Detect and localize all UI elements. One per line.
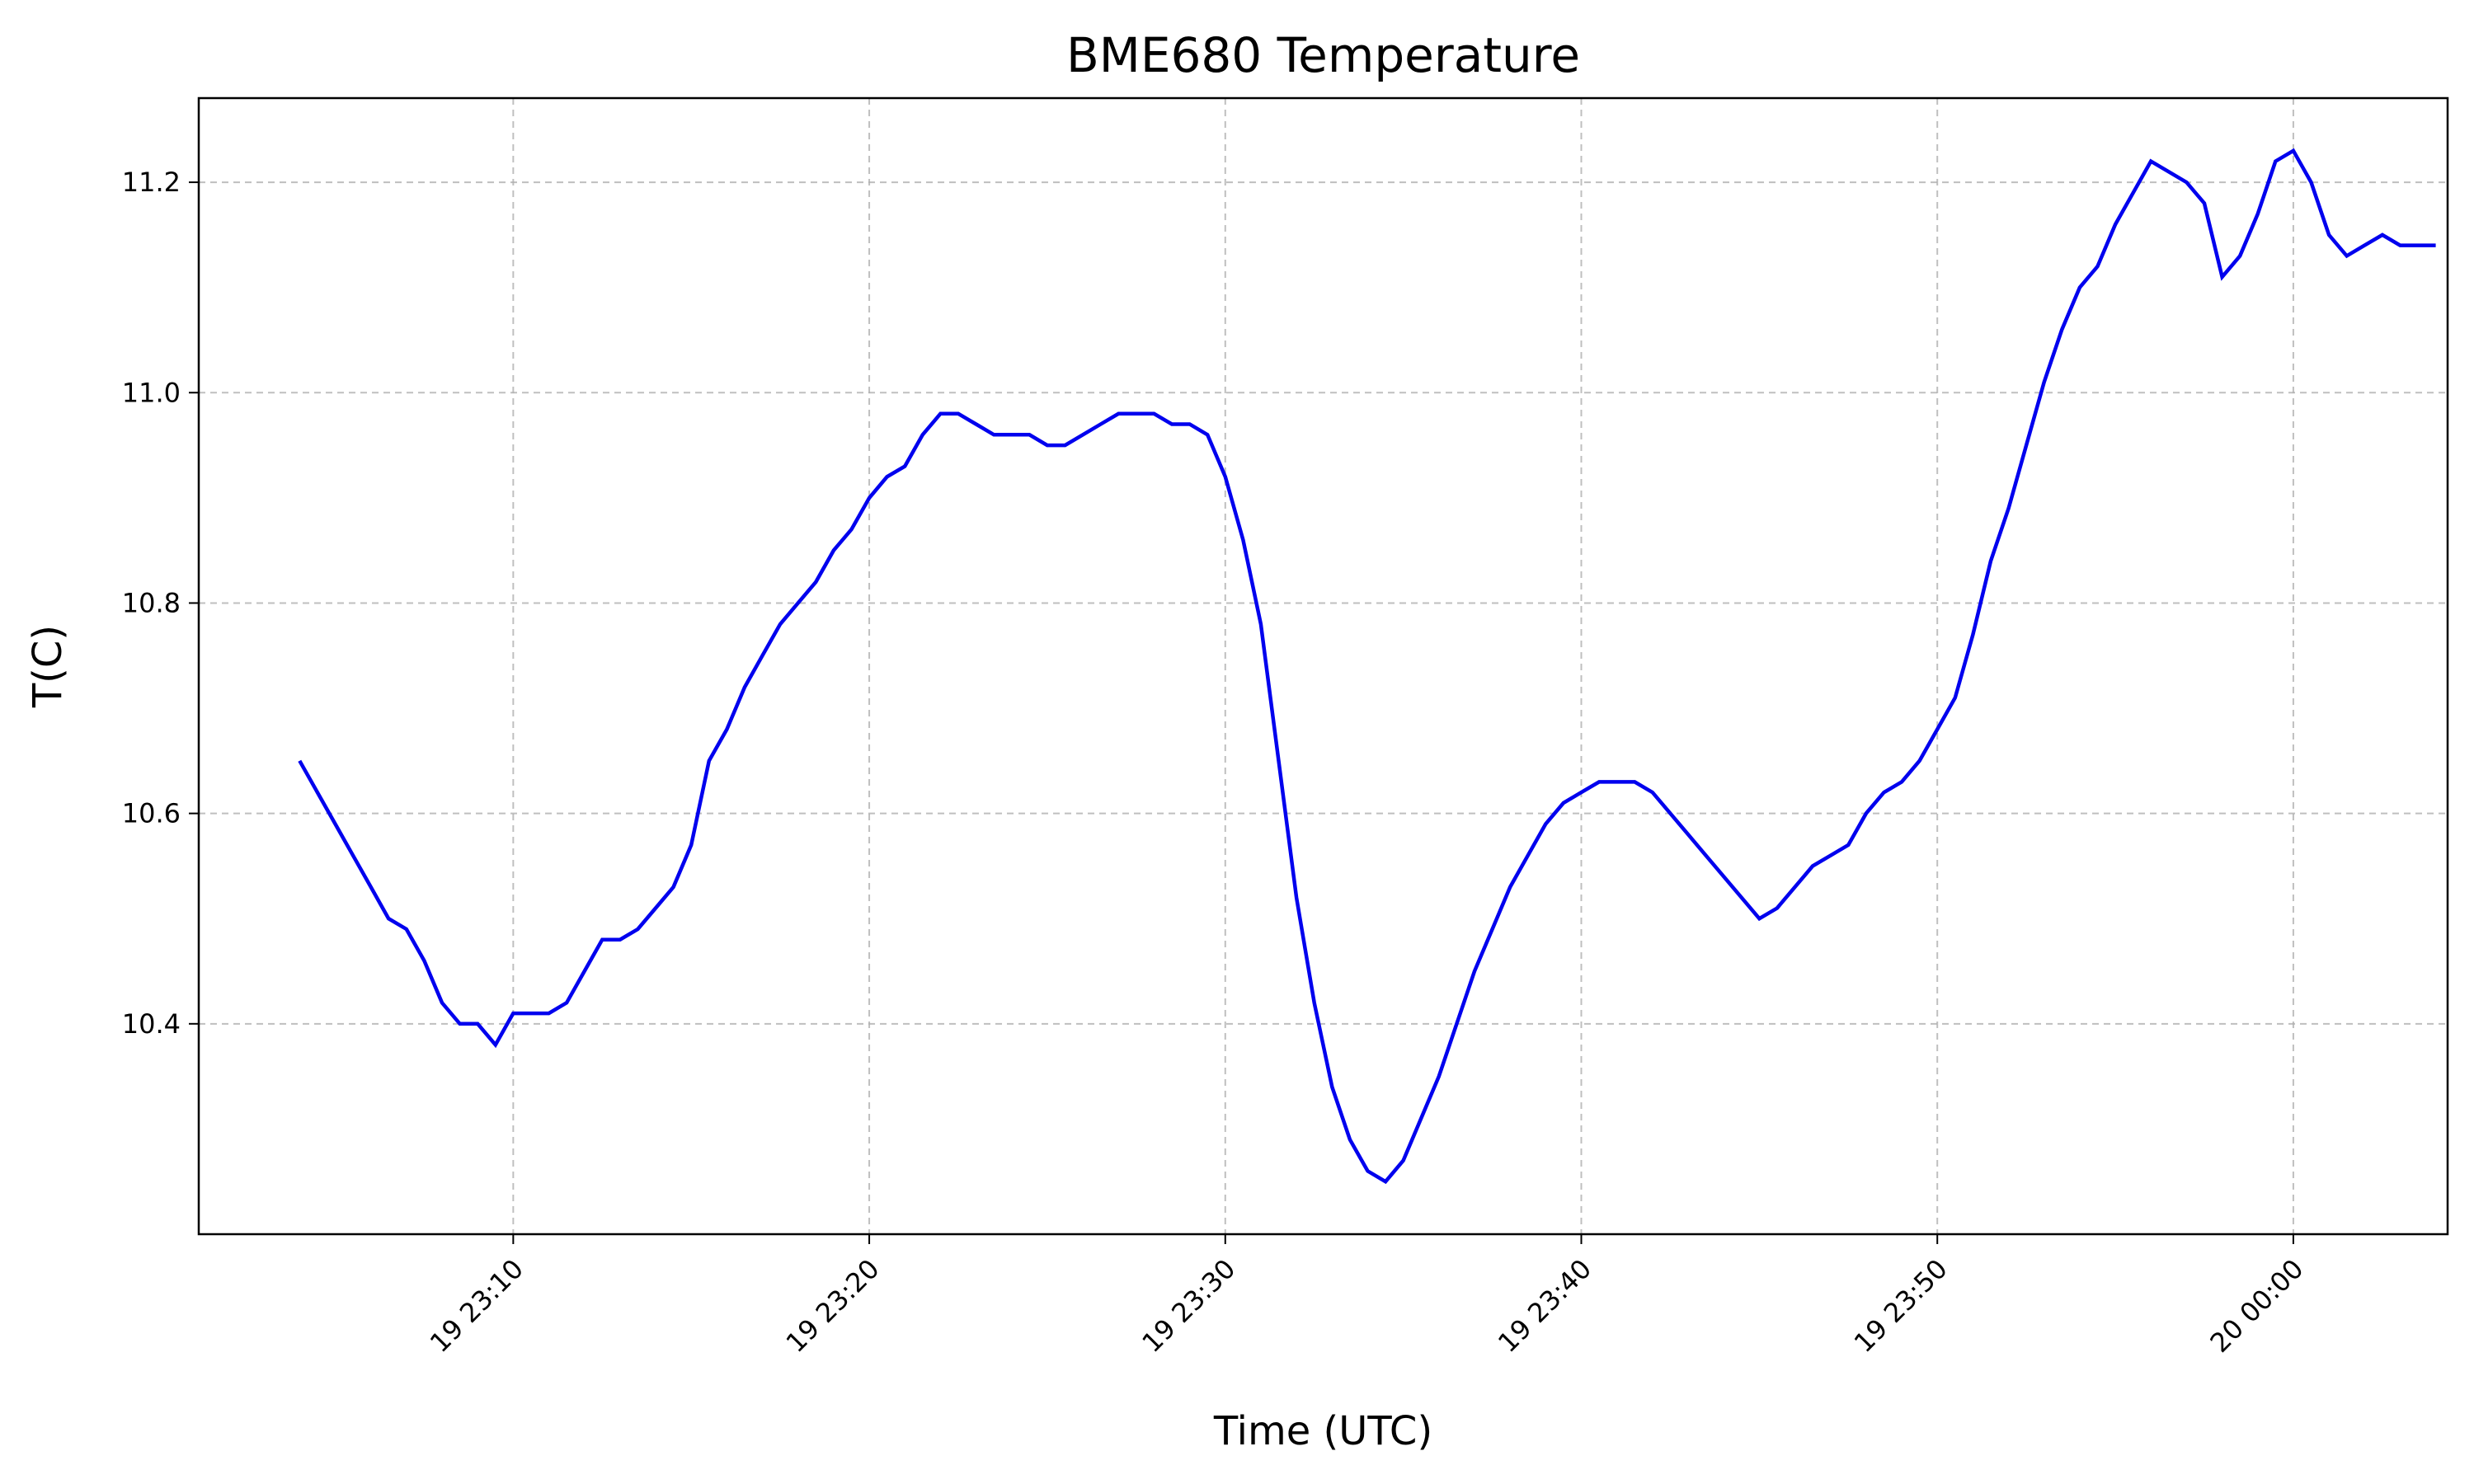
grid — [199, 98, 2448, 1234]
y-tick-label: 10.8 — [122, 587, 181, 618]
y-tick-label: 10.4 — [122, 1008, 181, 1040]
y-tick-label: 10.6 — [122, 798, 181, 829]
y-tick-label: 11.0 — [122, 377, 181, 408]
plot-frame — [197, 96, 2449, 1236]
temperature-series-line — [298, 148, 2436, 1185]
series-layer — [298, 148, 2436, 1185]
chart-title: BME680 Temperature — [1066, 27, 1580, 83]
x-axis-label: Time (UTC) — [1213, 1408, 1432, 1454]
y-axis-label: T(C) — [25, 625, 71, 708]
y-tick-label: 11.2 — [122, 167, 181, 198]
y-axis-ticks: 10.4 10.6 10.8 11.0 11.2 — [122, 167, 199, 1040]
